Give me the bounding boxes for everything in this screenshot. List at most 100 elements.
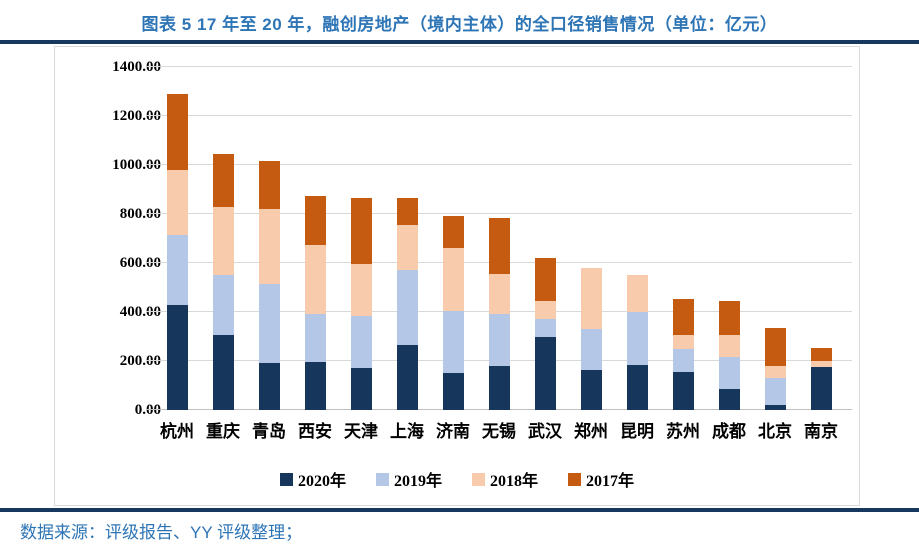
bar-segment bbox=[166, 234, 188, 305]
bar-group-7 bbox=[488, 217, 510, 410]
bar-group-1 bbox=[212, 154, 234, 410]
bar-segment bbox=[304, 195, 326, 245]
bar-segment bbox=[258, 363, 280, 410]
bar-segment bbox=[810, 367, 832, 410]
legend-swatch bbox=[568, 472, 582, 486]
bar-segment bbox=[764, 378, 786, 406]
legend-item: 2020年 bbox=[279, 467, 346, 491]
x-tick-label: 上海 bbox=[390, 422, 424, 441]
bar-group-14 bbox=[810, 347, 832, 410]
chart-title: 图表 5 17 年至 20 年，融创房地产（境内主体）的全口径销售情况（单位：亿… bbox=[141, 15, 778, 34]
bar-segment bbox=[350, 198, 372, 265]
bar-segment bbox=[396, 345, 418, 410]
bar-segment bbox=[258, 161, 280, 210]
y-tick-label: 200.00 bbox=[119, 353, 161, 369]
x-tick-label: 青岛 bbox=[252, 422, 286, 441]
legend-label: 2019年 bbox=[393, 473, 442, 490]
bar-segment bbox=[764, 327, 786, 366]
bar-segment bbox=[580, 329, 602, 370]
bar-segment bbox=[212, 154, 234, 207]
bar-segment bbox=[488, 365, 510, 410]
bar-segment bbox=[396, 225, 418, 271]
bar-group-9 bbox=[580, 267, 602, 410]
bar-segment bbox=[304, 362, 326, 410]
bar-segment bbox=[304, 314, 326, 363]
y-tick-label: 1400.00 bbox=[112, 59, 161, 75]
gridline bbox=[146, 164, 852, 165]
bar-segment bbox=[166, 169, 188, 235]
bar-group-11 bbox=[672, 298, 694, 410]
bar-segment bbox=[718, 357, 740, 390]
bar-segment bbox=[672, 372, 694, 410]
bottom-divider-rule bbox=[0, 508, 919, 512]
x-tick-label: 武汉 bbox=[528, 422, 562, 441]
x-tick-label: 无锡 bbox=[482, 422, 516, 441]
bar-segment bbox=[304, 244, 326, 315]
bar-segment bbox=[166, 304, 188, 410]
gridline bbox=[146, 66, 852, 67]
bar-slot bbox=[752, 67, 798, 410]
bar-segment bbox=[396, 198, 418, 226]
bar-segment bbox=[580, 369, 602, 410]
y-tick-label: 800.00 bbox=[119, 206, 161, 222]
legend-label: 2020年 bbox=[297, 473, 346, 490]
bar-segment bbox=[258, 283, 280, 364]
bar-slot bbox=[384, 67, 430, 410]
source-note: 数据来源：评级报告、YY 评级整理； bbox=[20, 523, 303, 542]
bar-segment bbox=[442, 310, 464, 374]
bar-segment bbox=[672, 335, 694, 349]
y-tick-label: 1000.00 bbox=[112, 157, 161, 173]
bar-segment bbox=[626, 275, 648, 313]
bar-segment bbox=[212, 206, 234, 276]
bar-slot bbox=[614, 67, 660, 410]
bar-slot bbox=[246, 67, 292, 410]
bar-group-0 bbox=[166, 93, 188, 410]
legend-swatch bbox=[279, 472, 293, 486]
legend-label: 2017年 bbox=[586, 473, 635, 490]
bar-segment bbox=[442, 373, 464, 410]
legend-swatch bbox=[375, 472, 389, 486]
bar-slot bbox=[200, 67, 246, 410]
legend-item: 2019年 bbox=[375, 467, 442, 491]
bar-segment bbox=[212, 335, 234, 410]
x-tick-label: 西安 bbox=[298, 422, 332, 441]
bar-slot bbox=[292, 67, 338, 410]
bar-segment bbox=[718, 335, 740, 358]
bar-segment bbox=[718, 301, 740, 336]
bar-segment bbox=[626, 312, 648, 365]
x-tick-label: 济南 bbox=[436, 422, 470, 441]
bar-group-10 bbox=[626, 275, 648, 410]
x-tick-label: 天津 bbox=[344, 422, 378, 441]
y-tick-label: 0.00 bbox=[134, 402, 161, 418]
bar-group-3 bbox=[304, 195, 326, 410]
bar-segment bbox=[350, 315, 372, 369]
bar-slot bbox=[430, 67, 476, 410]
bar-slot bbox=[798, 67, 844, 410]
bar-slot bbox=[568, 67, 614, 410]
x-tick-label: 苏州 bbox=[666, 422, 700, 441]
bar-segment bbox=[534, 300, 556, 320]
bar-segment bbox=[396, 270, 418, 346]
bar-group-13 bbox=[764, 327, 786, 410]
bar-segment bbox=[534, 319, 556, 337]
bar-slot bbox=[154, 67, 200, 410]
bar-segment bbox=[488, 217, 510, 275]
legend-swatch bbox=[472, 472, 485, 486]
legend-label: 2018年 bbox=[490, 473, 539, 490]
bar-group-8 bbox=[534, 258, 556, 410]
bar-segment bbox=[488, 314, 510, 366]
bar-segment bbox=[350, 264, 372, 316]
y-tick-label: 1200.00 bbox=[112, 108, 161, 124]
bar-segment bbox=[488, 274, 510, 315]
bar-slot bbox=[338, 67, 384, 410]
bar-segment bbox=[810, 347, 832, 361]
legend: 2020年 2019年 2018年 2017年 bbox=[55, 467, 859, 491]
bar-slot bbox=[476, 67, 522, 410]
bar-segment bbox=[534, 258, 556, 301]
bars-layer bbox=[154, 67, 844, 410]
bar-slot bbox=[706, 67, 752, 410]
bar-segment bbox=[672, 298, 694, 336]
bar-segment bbox=[580, 267, 602, 330]
bar-segment bbox=[810, 361, 832, 368]
bar-slot bbox=[660, 67, 706, 410]
